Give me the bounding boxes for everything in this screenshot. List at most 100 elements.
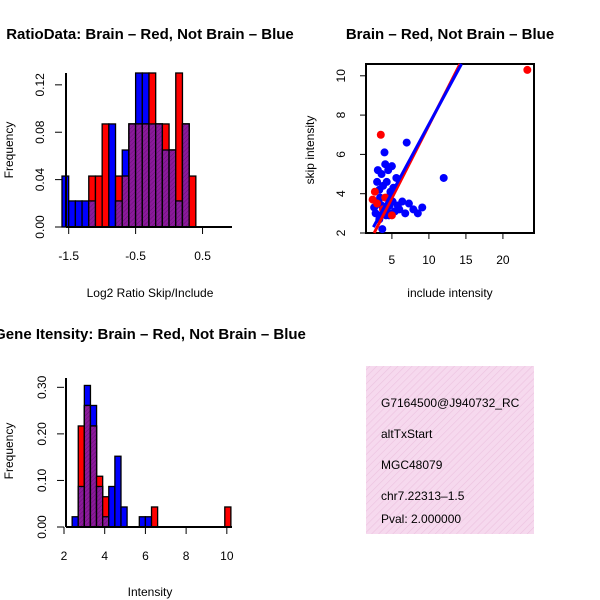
ratio-bar-overlap xyxy=(114,200,123,228)
ratio-histogram: RatioData: Brain – Red, Not Brain – Blue… xyxy=(2,26,294,300)
info-location: chr7.22313–1.5 xyxy=(381,489,465,503)
intensity-bar-overlap xyxy=(83,404,92,528)
ratio-y-tick-label: 0.00 xyxy=(33,215,47,239)
scatter-y-tick-label: 8 xyxy=(334,111,348,118)
ratio-bar-overlap xyxy=(88,200,97,228)
scatter-y-tick-label: 4 xyxy=(334,190,348,197)
scatter-point-not-brain xyxy=(398,197,407,206)
ratio-y-ticks: 0.00 0.04 0.08 0.12 xyxy=(33,73,62,239)
scatter-point-not-brain xyxy=(413,209,422,218)
scatter-point-brain xyxy=(523,65,532,74)
scatter-y-ticks: 2 4 6 8 10 xyxy=(334,69,366,236)
intensity-bar-overlap xyxy=(102,516,110,528)
scatter-marks xyxy=(368,63,532,234)
ratio-bar-brain xyxy=(188,175,197,228)
ratio-y-tick-label: 0.08 xyxy=(33,120,47,144)
info-pval: Pval: 2.000000 xyxy=(381,512,461,526)
intensity-y-ticks: 0.00 0.10 0.20 0.30 xyxy=(35,375,64,539)
ratio-bar-overlap xyxy=(128,123,137,228)
scatter-point-not-brain xyxy=(395,205,404,214)
scatter-point-brain xyxy=(387,211,396,220)
ratio-bar-overlap xyxy=(155,123,164,228)
ratio-bar-brain xyxy=(101,123,110,228)
intensity-y-tick-label: 0.10 xyxy=(35,468,49,492)
scatter-point-not-brain xyxy=(380,148,389,157)
scatter-y-tick-label: 2 xyxy=(334,229,348,236)
scatter-title: Brain – Red, Not Brain – Blue xyxy=(346,26,554,43)
scatter-point-not-brain xyxy=(378,225,387,234)
ratio-x-tick-label: 0.5 xyxy=(194,249,211,263)
intensity-bar-brain xyxy=(224,506,232,528)
ratio-x-tick-label: -1.5 xyxy=(58,249,79,263)
scatter-y-tick-label: 6 xyxy=(334,151,348,158)
scatter-x-ticks: 5 10 15 20 xyxy=(389,233,510,267)
scatter-point-not-brain xyxy=(439,173,448,182)
info-box-background xyxy=(366,366,534,534)
ratio-ylabel: Frequency xyxy=(2,122,16,179)
intensity-ylabel: Frequency xyxy=(2,423,16,480)
ratio-bar-overlap xyxy=(141,123,150,228)
scatter-point-brain xyxy=(370,187,379,196)
scatter-point-not-brain xyxy=(402,138,411,147)
info-gene-name: MGC48079 xyxy=(381,458,443,472)
ratio-x-ticks: -1.5 -0.5 0.5 xyxy=(58,227,211,263)
intensity-y-tick-label: 0.30 xyxy=(35,375,49,399)
gene-info-box: G7164500@J940732_RC altTxStart MGC48079 … xyxy=(366,366,534,534)
intensity-bar-not-brain xyxy=(144,516,153,528)
scatter-point-not-brain xyxy=(418,203,427,212)
intensity-bar-overlap xyxy=(95,485,104,528)
ratio-bars xyxy=(61,72,197,228)
scatter-y-tick-label: 10 xyxy=(334,69,348,83)
scatter-x-tick-label: 20 xyxy=(496,253,510,267)
intensity-scatter: Brain – Red, Not Brain – Blue 5 10 15 20 2 4… xyxy=(303,26,554,300)
intensity-x-tick-label: 8 xyxy=(183,549,190,563)
ratio-bar-overlap xyxy=(175,200,184,228)
intensity-bar-overlap xyxy=(89,425,98,528)
intensity-x-tick-label: 4 xyxy=(101,549,108,563)
ratio-bar-not-brain xyxy=(68,200,77,228)
scatter-point-not-brain xyxy=(401,209,410,218)
scatter-xlabel: include intensity xyxy=(407,286,492,300)
intensity-bar-not-brain xyxy=(71,516,79,528)
scatter-point-not-brain xyxy=(404,199,413,208)
scatter-point-not-brain xyxy=(382,177,391,186)
scatter-fit-line-not-brain xyxy=(372,63,463,228)
intensity-bar-not-brain xyxy=(108,485,116,528)
intensity-bar-brain xyxy=(150,506,159,528)
intensity-xlabel: Intensity xyxy=(128,585,173,599)
ratio-xlabel: Log2 Ratio Skip/Include xyxy=(87,286,214,300)
scatter-ylabel: skip intensity xyxy=(303,116,317,185)
ratio-x-tick-label: -0.5 xyxy=(125,249,146,263)
scatter-x-tick-label: 10 xyxy=(422,253,436,267)
intensity-bar-not-brain xyxy=(120,506,128,528)
scatter-point-not-brain xyxy=(387,162,396,171)
scatter-point-brain xyxy=(376,130,385,139)
scatter-point-brain xyxy=(373,199,382,208)
intensity-y-tick-label: 0.20 xyxy=(35,422,49,446)
ratio-bar-overlap xyxy=(121,175,130,228)
ratio-bar-overlap xyxy=(148,123,157,228)
scatter-x-tick-label: 15 xyxy=(459,253,473,267)
scatter-point-not-brain xyxy=(381,160,390,169)
intensity-bar-not-brain xyxy=(138,516,147,528)
ratio-y-tick-label: 0.12 xyxy=(33,73,47,97)
intensity-x-tick-label: 10 xyxy=(220,549,234,563)
scatter-point-not-brain xyxy=(373,177,382,186)
ratio-title: RatioData: Brain – Red, Not Brain – Blue xyxy=(6,26,294,43)
ratio-bar-not-brain xyxy=(74,200,83,228)
intensity-y-tick-label: 0.00 xyxy=(35,515,49,539)
intensity-bar-overlap xyxy=(77,485,86,528)
scatter-point-not-brain xyxy=(377,170,386,179)
intensity-bars xyxy=(71,384,232,528)
info-event-type: altTxStart xyxy=(381,427,433,441)
ratio-bar-brain xyxy=(94,175,103,228)
ratio-bar-not-brain xyxy=(81,200,90,228)
intensity-x-tick-label: 2 xyxy=(61,549,68,563)
scatter-x-tick-label: 5 xyxy=(389,253,396,267)
ratio-y-tick-label: 0.04 xyxy=(33,168,47,192)
scatter-plot-frame xyxy=(365,63,535,234)
intensity-x-ticks: 2 4 6 8 10 xyxy=(61,527,234,563)
intensity-title: Gene Itensity: Brain – Red, Not Brain – … xyxy=(0,326,306,343)
info-probe-id: G7164500@J940732_RC xyxy=(381,396,520,410)
